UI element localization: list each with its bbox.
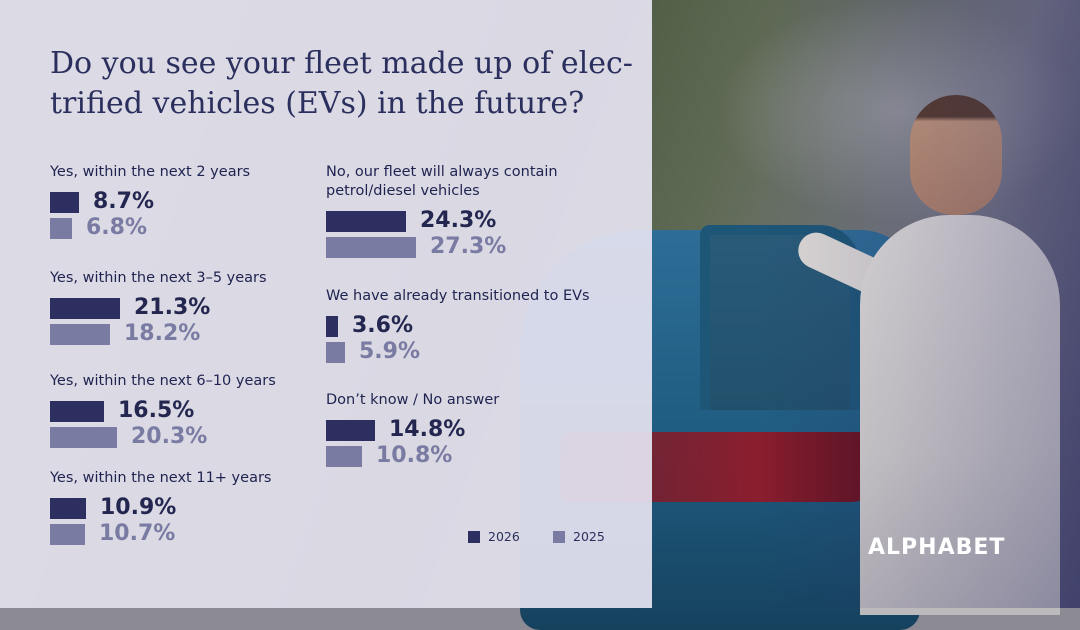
bar-2025 bbox=[50, 218, 72, 239]
value-label-2025: 10.8% bbox=[376, 443, 453, 468]
value-label-2025: 10.7% bbox=[99, 521, 176, 546]
value-label-2025: 5.9% bbox=[359, 339, 421, 364]
value-label-2026: 14.8% bbox=[389, 417, 466, 442]
bar-row-2025: 10.8% bbox=[326, 443, 596, 469]
bar-2025 bbox=[50, 427, 117, 448]
bar-2026 bbox=[50, 498, 86, 519]
bar-group: Yes, within the next 3–5 years 21.3% 18.2% bbox=[50, 269, 320, 347]
bar-2025 bbox=[326, 446, 362, 467]
bar-group: Don’t know / No answer 14.8% 10.8% bbox=[326, 391, 596, 469]
bar-row-2026: 10.9% bbox=[50, 495, 320, 521]
category-label: Yes, within the next 2 years bbox=[50, 164, 251, 180]
bar-row-2026: 8.7% bbox=[50, 189, 320, 215]
value-label-2025: 6.8% bbox=[86, 215, 148, 240]
bar-2026 bbox=[326, 211, 406, 232]
bar-row-2025: 18.2% bbox=[50, 321, 320, 347]
bar-row-2026: 21.3% bbox=[50, 295, 320, 321]
value-label-2026: 16.5% bbox=[118, 398, 195, 423]
man-head bbox=[910, 95, 1002, 215]
category-label: Don’t know / No answer bbox=[326, 392, 500, 408]
bar-row-2025: 20.3% bbox=[50, 424, 320, 450]
bar-row-2025: 10.7% bbox=[50, 521, 320, 547]
value-label-2025: 18.2% bbox=[124, 321, 201, 346]
bar-2026 bbox=[50, 401, 104, 422]
legend-swatch-2025 bbox=[553, 530, 565, 543]
category-label: We have already transitioned to EVs bbox=[326, 288, 590, 304]
bar-group: We have already transitioned to EVs 3.6% 5… bbox=[326, 287, 596, 365]
bar-2026 bbox=[326, 316, 338, 337]
bar-group: Yes, within the next 11+ years 10.9% 10.7% bbox=[50, 469, 320, 547]
category-label: Yes, within the next 3–5 years bbox=[50, 270, 267, 286]
value-label-2025: 27.3% bbox=[430, 234, 507, 259]
bar-group: Yes, within the next 2 years 8.7% 6.8% bbox=[50, 163, 320, 241]
bar-2025 bbox=[50, 524, 85, 545]
bar-2026 bbox=[50, 298, 120, 319]
bar-2025 bbox=[326, 237, 416, 258]
bar-2025 bbox=[50, 324, 110, 345]
legend-swatch-2026 bbox=[468, 530, 480, 543]
category-label: No, our fleet will always contain petrol… bbox=[326, 164, 558, 199]
bar-row-2026: 16.5% bbox=[50, 398, 320, 424]
bar-row-2026: 3.6% bbox=[326, 313, 596, 339]
bar-group: No, our fleet will always contain petrol… bbox=[326, 163, 596, 260]
legend-item-2025: 2025 bbox=[553, 529, 605, 544]
bar-row-2025: 6.8% bbox=[50, 215, 320, 241]
bar-row-2026: 14.8% bbox=[326, 417, 596, 443]
bar-row-2025: 27.3% bbox=[326, 234, 596, 260]
chart-title: Do you see your fleet made up of elec-tr… bbox=[50, 46, 633, 121]
legend-label-2026: 2026 bbox=[488, 529, 520, 544]
bar-2026 bbox=[50, 192, 79, 213]
value-label-2026: 3.6% bbox=[352, 313, 414, 338]
value-label-2026: 21.3% bbox=[134, 295, 211, 320]
bar-2026 bbox=[326, 420, 375, 441]
value-label-2026: 10.9% bbox=[100, 495, 177, 520]
legend-item-2026: 2026 bbox=[468, 529, 520, 544]
category-label: Yes, within the next 6–10 years bbox=[50, 373, 276, 389]
man-torso bbox=[860, 215, 1060, 615]
brand-logo: ALPHABET bbox=[868, 535, 1006, 560]
bar-2025 bbox=[326, 342, 345, 363]
value-label-2026: 24.3% bbox=[420, 208, 497, 233]
value-label-2025: 20.3% bbox=[131, 424, 208, 449]
bar-row-2026: 24.3% bbox=[326, 208, 596, 234]
bar-group: Yes, within the next 6–10 years 16.5% 20.3… bbox=[50, 372, 320, 450]
bar-row-2025: 5.9% bbox=[326, 339, 596, 365]
legend-label-2025: 2025 bbox=[573, 529, 605, 544]
value-label-2026: 8.7% bbox=[93, 189, 155, 214]
category-label: Yes, within the next 11+ years bbox=[50, 470, 272, 486]
